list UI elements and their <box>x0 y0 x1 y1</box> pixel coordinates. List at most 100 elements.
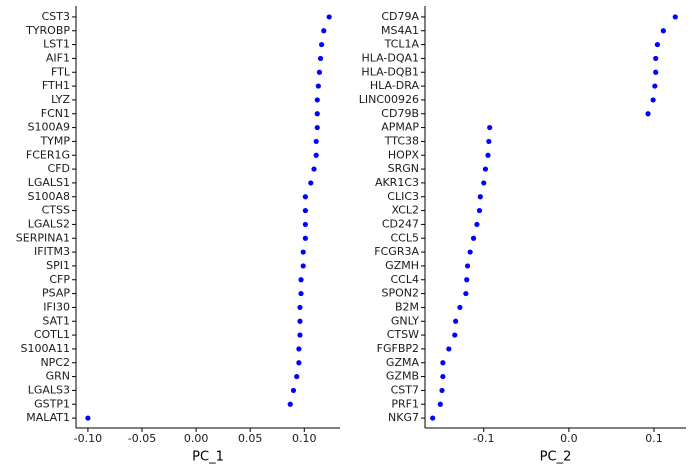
dot <box>650 97 656 103</box>
y-tick-label: FGFBP2 <box>377 342 419 355</box>
dot <box>476 207 483 214</box>
y-tick-label: CD79B <box>381 107 419 120</box>
y-tick-label: GZMB <box>386 370 419 383</box>
x-axis-title: PC_1 <box>192 450 224 465</box>
y-tick-label: CCL5 <box>391 231 420 244</box>
y-tick-label: AIF1 <box>46 51 70 64</box>
y-tick-label: FTL <box>51 65 71 78</box>
dot <box>463 290 469 297</box>
dot <box>487 124 493 131</box>
y-tick-label: SPON2 <box>381 287 419 300</box>
y-tick-label: AKR1C3 <box>375 176 419 189</box>
dot <box>296 360 302 366</box>
dot <box>326 14 332 20</box>
dot <box>319 41 325 48</box>
y-tick-label: HLA-DQA1 <box>361 51 419 64</box>
y-tick-label: SAT1 <box>42 314 70 327</box>
y-tick-label: SERPINA1 <box>16 231 70 244</box>
y-tick-label: FCER1G <box>26 148 70 161</box>
y-tick-label: S100A8 <box>27 190 70 203</box>
dot <box>439 387 445 394</box>
dot <box>446 346 452 352</box>
dot <box>645 111 651 117</box>
y-tick-label: TCL1A <box>384 38 420 51</box>
dot <box>482 166 489 172</box>
y-tick-label: IFITM3 <box>34 245 70 258</box>
dot <box>464 277 470 283</box>
y-tick-label: SPI1 <box>46 259 70 272</box>
y-tick-label: HLA-DRA <box>370 79 420 92</box>
y-tick-label: SRGN <box>388 162 419 175</box>
y-tick-label: LINC00926 <box>359 93 419 106</box>
y-tick-label: TYROBP <box>25 24 70 37</box>
dot <box>317 55 324 62</box>
dot <box>440 373 446 380</box>
y-tick-label: IFI30 <box>43 300 70 313</box>
x-tick-label: 0.1 <box>645 432 663 445</box>
dot <box>302 194 308 200</box>
x-tick-label: -0.1 <box>473 432 494 445</box>
dot <box>300 263 306 269</box>
dot <box>464 263 471 269</box>
y-tick-label: GNLY <box>391 314 419 327</box>
x-tick-label: 0.05 <box>238 432 263 445</box>
dot <box>294 373 300 380</box>
dot <box>481 180 487 186</box>
dot <box>453 318 459 324</box>
dot <box>457 304 463 311</box>
dot <box>314 97 320 103</box>
dot <box>660 28 666 34</box>
dot <box>298 290 304 297</box>
y-tick-label: MS4A1 <box>381 24 419 37</box>
dot <box>474 221 480 228</box>
dot <box>287 401 293 407</box>
y-tick-label: CST7 <box>391 383 419 396</box>
y-tick-label: LST1 <box>43 38 70 51</box>
dot <box>313 138 319 145</box>
y-tick-label: CFP <box>49 273 70 286</box>
dot <box>297 304 303 311</box>
dot <box>298 277 304 283</box>
y-tick-label: CTSW <box>387 328 419 341</box>
y-tick-label: LGALS2 <box>28 217 70 230</box>
dot <box>321 28 327 34</box>
y-tick-label: CD79A <box>381 10 419 23</box>
y-tick-label: CTSS <box>42 204 70 217</box>
y-tick-label: FCGR3A <box>374 245 419 258</box>
dot <box>85 415 91 421</box>
y-tick-label: GZMH <box>385 259 419 272</box>
dot <box>652 83 658 89</box>
x-tick-label: -0.05 <box>128 432 156 445</box>
x-tick-label: -0.10 <box>74 432 102 445</box>
y-tick-label: FCN1 <box>41 107 70 120</box>
dot <box>485 152 491 158</box>
y-tick-label: HLA-DQB1 <box>361 65 419 78</box>
y-tick-label: COTL1 <box>34 328 70 341</box>
dot <box>314 111 320 117</box>
dot <box>311 166 317 172</box>
y-tick-label: CLIC3 <box>387 190 419 203</box>
y-tick-label: LYZ <box>51 93 70 106</box>
dot <box>440 360 446 366</box>
y-tick-label: B2M <box>395 300 419 313</box>
dot <box>308 180 314 186</box>
dot <box>486 138 492 145</box>
y-tick-label: MALAT1 <box>26 411 70 424</box>
y-tick-label: GRN <box>46 370 70 383</box>
dot <box>313 152 319 158</box>
dot <box>653 69 659 75</box>
dot <box>654 41 660 48</box>
dot <box>672 14 678 20</box>
dot <box>297 318 303 324</box>
dot <box>452 332 458 338</box>
y-tick-label: TYMP <box>39 134 70 147</box>
dot <box>297 332 303 338</box>
dot <box>316 69 323 75</box>
y-tick-label: S100A9 <box>27 121 70 134</box>
dot <box>314 124 320 131</box>
dot <box>290 387 297 394</box>
x-tick-label: 0.0 <box>560 432 578 445</box>
dot <box>437 401 443 407</box>
dot <box>477 194 483 200</box>
